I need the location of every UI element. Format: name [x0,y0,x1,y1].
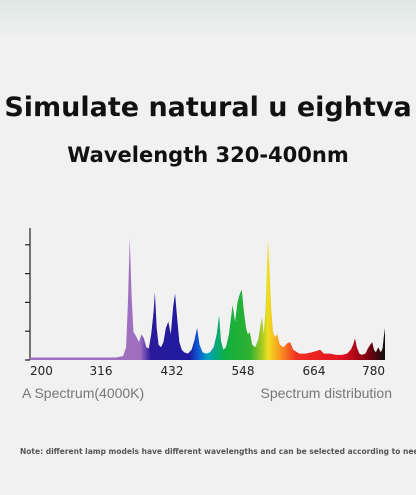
caption-left: A Spectrum(4000K) [22,385,144,401]
x-tick-label: 200 [30,364,53,378]
note: Note: different lamp models have differe… [20,447,416,456]
x-tick-label: 432 [161,364,184,378]
chart-title: Simulate natural u eightva [4,92,411,123]
x-tick-label: 780 [362,364,385,378]
top-band [0,0,416,40]
x-tick-label: 316 [90,364,113,378]
spectrum-area [30,238,385,360]
caption-right: Spectrum distribution [260,385,392,401]
chart-subtitle: Wavelength 320-400nm [67,143,348,167]
x-tick-label: 664 [303,364,326,378]
x-tick-label: 548 [232,364,255,378]
